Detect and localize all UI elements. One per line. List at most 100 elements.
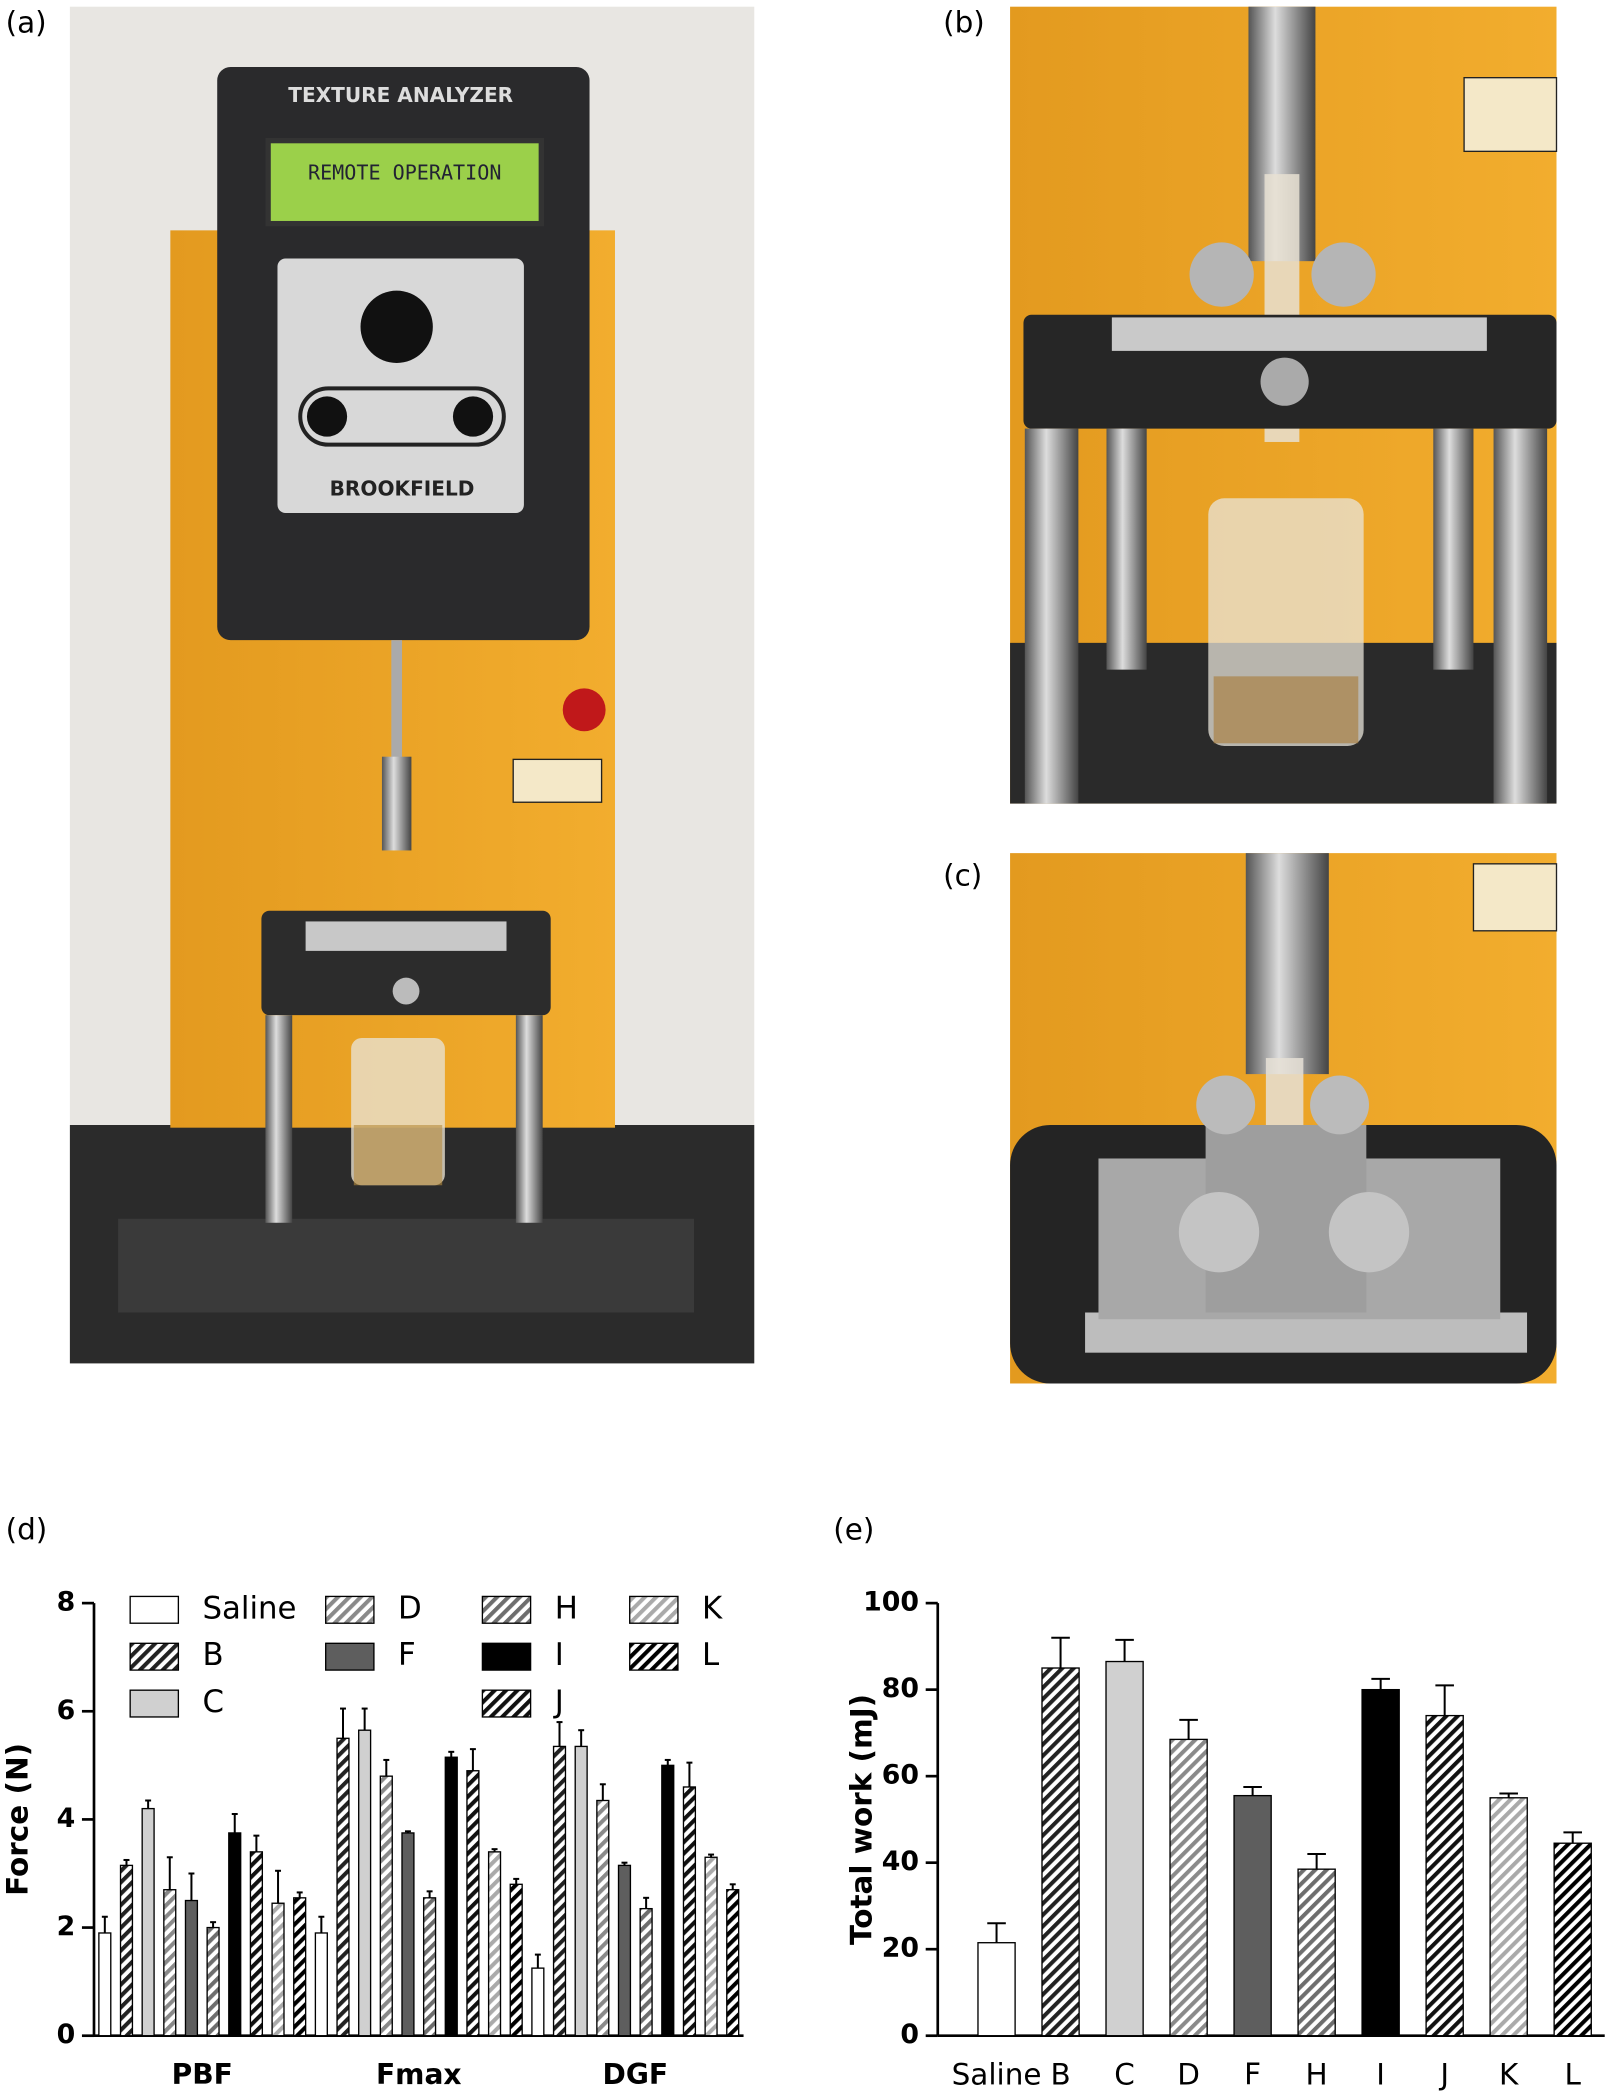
bar bbox=[1297, 1868, 1336, 2037]
legend-label: B bbox=[202, 1637, 223, 1673]
bar bbox=[336, 1737, 350, 2037]
y-tick-label: 6 bbox=[57, 1695, 76, 1726]
x-tick-label: DGF bbox=[602, 2058, 668, 2091]
bar bbox=[98, 1932, 112, 2037]
panel-label: (e) bbox=[833, 1512, 874, 1546]
legend-label: H bbox=[555, 1590, 578, 1626]
bar bbox=[487, 1851, 502, 2037]
x-tick-label: B bbox=[1050, 2057, 1070, 2091]
error-bar bbox=[145, 1799, 152, 1809]
bar bbox=[704, 1856, 718, 2037]
legend-swatch bbox=[481, 1642, 532, 1671]
y-tick-label: 8 bbox=[57, 1587, 76, 1618]
error-bar bbox=[729, 1883, 736, 1890]
bar bbox=[1041, 1667, 1080, 2037]
error-bar bbox=[448, 1750, 455, 1758]
x-tick-label: K bbox=[1499, 2057, 1519, 2091]
bar bbox=[617, 1864, 632, 2037]
y-tick-label: 60 bbox=[882, 1760, 919, 1791]
legend-label: K bbox=[702, 1590, 723, 1626]
bar bbox=[184, 1899, 199, 2037]
x-tick-label: C bbox=[1114, 2057, 1135, 2091]
panel-label: (d) bbox=[6, 1512, 48, 1546]
legend-label: C bbox=[202, 1684, 224, 1720]
legend-swatch bbox=[629, 1642, 679, 1671]
bar bbox=[1361, 1688, 1400, 2037]
y-tick-label: 100 bbox=[863, 1587, 919, 1618]
bar bbox=[379, 1775, 393, 2037]
bar bbox=[249, 1851, 264, 2037]
legend-swatch bbox=[129, 1595, 180, 1624]
y-tick-label: 0 bbox=[900, 2019, 919, 2050]
device-brand: TEXTURE ANALYZER bbox=[288, 83, 513, 107]
legend-label: L bbox=[702, 1637, 719, 1673]
x-tick-label: F bbox=[1244, 2057, 1261, 2091]
error-bar bbox=[599, 1783, 606, 1801]
bar bbox=[531, 1967, 545, 2037]
panel-label: (b) bbox=[943, 6, 985, 40]
error-bar bbox=[469, 1748, 476, 1771]
legend-swatch bbox=[325, 1642, 375, 1671]
bar bbox=[141, 1807, 155, 2037]
bar bbox=[682, 1786, 697, 2037]
legend-label: F bbox=[398, 1637, 416, 1673]
error-bar bbox=[123, 1858, 130, 1866]
error-bar bbox=[686, 1761, 693, 1787]
error-bar bbox=[1307, 1853, 1326, 1870]
error-bar bbox=[987, 1922, 1006, 1943]
legend-swatch bbox=[481, 1595, 532, 1624]
error-bar bbox=[1563, 1831, 1582, 1844]
error-bar bbox=[1179, 1718, 1198, 1740]
error-bar bbox=[383, 1758, 390, 1777]
error-bar bbox=[664, 1758, 671, 1766]
bar bbox=[552, 1745, 567, 2037]
error-bar bbox=[621, 1861, 628, 1866]
bar bbox=[119, 1864, 134, 2037]
error-bar bbox=[1499, 1792, 1518, 1798]
legend-label: I bbox=[555, 1637, 564, 1673]
error-bar bbox=[253, 1834, 260, 1852]
error-bar bbox=[166, 1856, 173, 1890]
bar bbox=[1169, 1738, 1208, 2037]
x-tick-label: Fmax bbox=[376, 2058, 462, 2091]
y-tick-label: 40 bbox=[882, 1846, 919, 1877]
y-tick-label: 0 bbox=[57, 2019, 76, 2050]
error-bar bbox=[404, 1830, 411, 1833]
photo-c bbox=[1010, 853, 1558, 1384]
error-bar bbox=[231, 1813, 238, 1833]
error-bar bbox=[361, 1707, 368, 1731]
bar bbox=[639, 1907, 653, 2037]
bar bbox=[293, 1897, 307, 2037]
bar bbox=[163, 1889, 177, 2037]
bar bbox=[358, 1729, 372, 2037]
bar bbox=[509, 1883, 523, 2037]
bar bbox=[271, 1902, 285, 2037]
bar bbox=[1233, 1794, 1272, 2037]
bar bbox=[1489, 1797, 1528, 2037]
legend-swatch bbox=[129, 1642, 180, 1671]
x-tick-label: L bbox=[1564, 2057, 1581, 2091]
error-bar bbox=[643, 1896, 650, 1909]
legend-swatch bbox=[325, 1595, 375, 1624]
error-bar bbox=[1243, 1785, 1262, 1796]
panel-label: (c) bbox=[943, 859, 982, 893]
y-axis-label: Force (N) bbox=[0, 1743, 34, 1896]
error-bar bbox=[556, 1721, 563, 1747]
legend-label: D bbox=[398, 1590, 422, 1626]
legend-swatch bbox=[129, 1689, 180, 1718]
bar bbox=[228, 1832, 242, 2037]
device-screen: REMOTE OPERATION bbox=[308, 161, 501, 185]
error-bar bbox=[1115, 1638, 1134, 1662]
bar bbox=[422, 1897, 437, 2037]
bar bbox=[574, 1745, 588, 2037]
bar bbox=[977, 1942, 1016, 2037]
y-tick-label: 20 bbox=[882, 1933, 919, 1964]
bar bbox=[314, 1932, 328, 2037]
x-tick-label: J bbox=[1438, 2057, 1449, 2091]
error-bar bbox=[296, 1891, 303, 1898]
bar bbox=[726, 1889, 740, 2037]
error-bar bbox=[318, 1915, 325, 1933]
error-bar bbox=[188, 1872, 195, 1901]
y-axis-label: Total work (mJ) bbox=[844, 1694, 878, 1945]
